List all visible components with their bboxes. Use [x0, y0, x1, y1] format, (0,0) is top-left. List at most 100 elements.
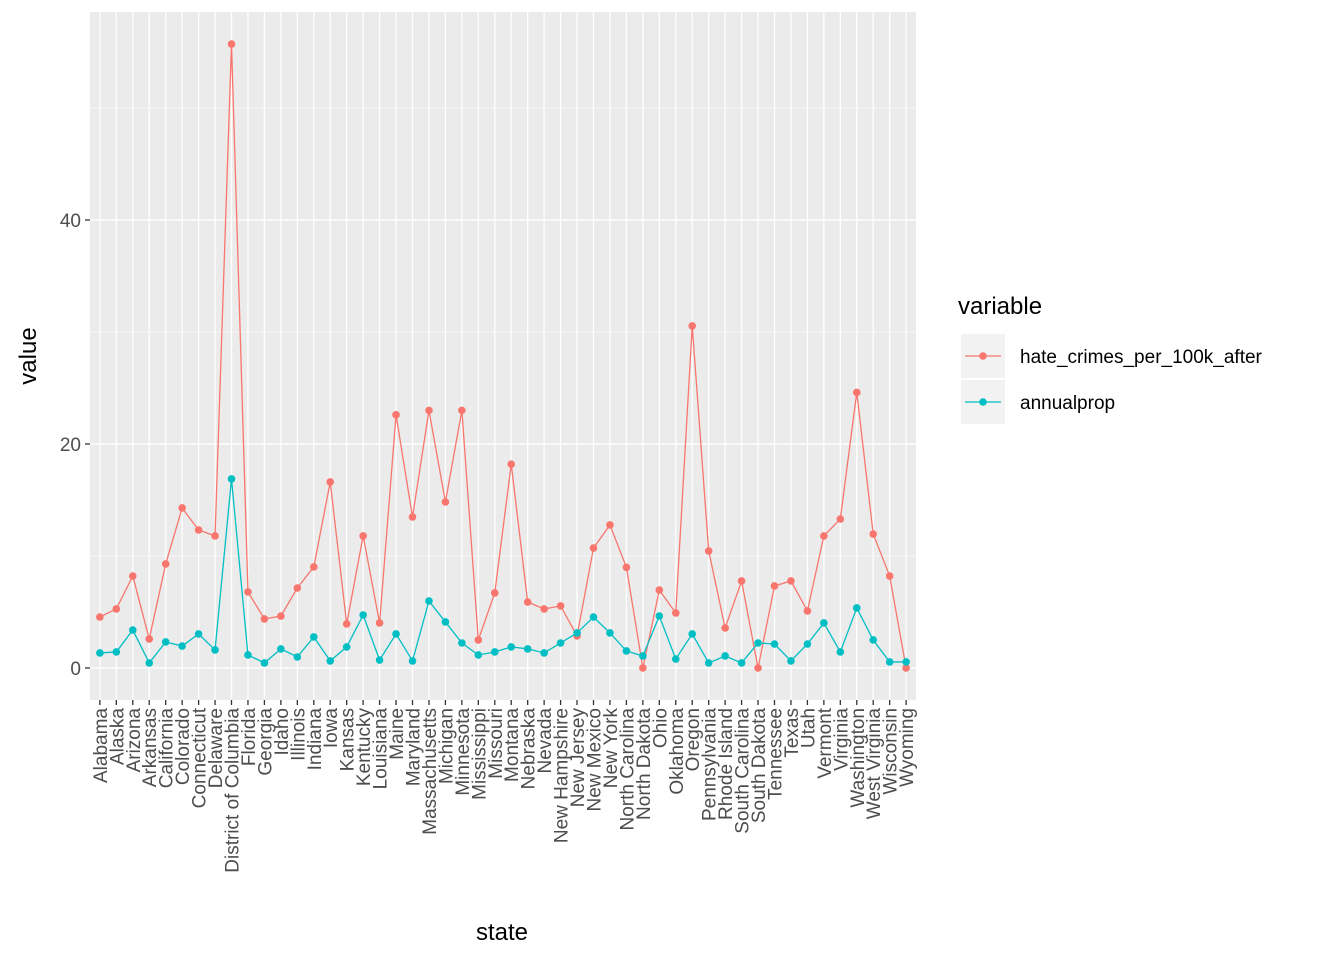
- point: [96, 649, 104, 657]
- point: [112, 605, 121, 613]
- x-tick-label: South Dakota: [749, 708, 770, 824]
- point: [606, 629, 614, 637]
- x-tick-label: Maryland: [404, 708, 425, 786]
- x-tick-label: Kansas: [338, 708, 359, 771]
- x-tick-label: Illinois: [288, 708, 309, 761]
- legend-point: [979, 398, 987, 406]
- point: [309, 563, 318, 571]
- point: [589, 544, 598, 552]
- x-tick-label: North Dakota: [634, 708, 655, 820]
- x-tick-label: Wyoming: [897, 708, 918, 787]
- legend-label: hate_crimes_per_100k_after: [1020, 347, 1263, 368]
- point: [556, 602, 565, 610]
- point: [820, 619, 828, 627]
- x-tick-label: Oklahoma: [667, 708, 688, 795]
- point: [655, 586, 664, 594]
- point: [737, 577, 746, 585]
- x-tick-label: New Jersey: [568, 708, 589, 808]
- point: [589, 613, 598, 621]
- x-tick-label: Wisconsin: [881, 708, 902, 795]
- point: [688, 630, 697, 638]
- x-tick-label: Mississippi: [469, 708, 490, 800]
- y-tick-label: 40: [60, 211, 81, 232]
- point: [754, 639, 762, 647]
- point: [145, 659, 154, 667]
- point: [770, 640, 779, 648]
- x-tick-label: Missouri: [486, 708, 507, 779]
- point: [885, 658, 894, 666]
- point: [885, 572, 894, 580]
- point: [96, 613, 104, 621]
- point: [408, 657, 417, 665]
- point: [869, 530, 878, 538]
- x-tick-label: Massachusetts: [420, 708, 441, 835]
- point: [523, 598, 532, 606]
- panel: [90, 12, 916, 700]
- x-tick-label: Utah: [798, 708, 819, 748]
- point: [490, 589, 499, 597]
- x-tick-label: Minnesota: [453, 708, 474, 796]
- x-tick-label: Georgia: [255, 708, 276, 776]
- point: [852, 604, 861, 612]
- point: [309, 633, 318, 641]
- point: [721, 652, 729, 660]
- point: [326, 478, 335, 486]
- x-tick-label: Maine: [387, 708, 408, 760]
- point: [425, 597, 433, 605]
- point: [227, 475, 236, 483]
- point: [803, 607, 812, 615]
- point: [342, 620, 351, 628]
- x-tick-label: District of Columbia: [223, 708, 244, 873]
- point: [441, 498, 450, 506]
- point: [556, 639, 565, 647]
- point: [507, 460, 516, 468]
- x-tick-label: Washington: [848, 708, 869, 808]
- x-tick-label: California: [157, 708, 178, 789]
- point: [869, 636, 878, 644]
- x-tick-label: Michigan: [436, 708, 457, 784]
- point: [408, 513, 417, 521]
- y-tick-label: 0: [70, 659, 81, 680]
- point: [836, 648, 845, 656]
- point: [606, 521, 614, 529]
- point: [194, 526, 203, 534]
- point: [787, 577, 795, 585]
- point: [277, 612, 285, 620]
- point: [194, 630, 203, 638]
- x-tick-label: South Carolina: [733, 708, 754, 834]
- point: [392, 411, 400, 419]
- x-tick-label: Colorado: [173, 708, 194, 785]
- point: [639, 664, 647, 672]
- x-tick-label: New Mexico: [584, 708, 605, 811]
- point: [359, 532, 367, 540]
- point: [754, 664, 762, 672]
- point: [540, 605, 548, 613]
- x-tick-label: Montana: [502, 708, 523, 782]
- point: [244, 588, 252, 596]
- point: [392, 630, 400, 638]
- point: [688, 322, 697, 330]
- point: [474, 651, 483, 659]
- x-axis-title: state: [476, 919, 528, 946]
- point: [277, 645, 285, 653]
- point: [178, 642, 186, 650]
- point: [852, 388, 861, 397]
- x-tick-label: Delaware: [206, 708, 227, 788]
- x-tick-label: Idaho: [272, 708, 293, 756]
- x-tick-label: New York: [601, 708, 622, 789]
- point: [359, 611, 367, 619]
- point: [704, 659, 713, 667]
- x-tick-label: Kentucky: [354, 708, 375, 787]
- x-tick-label: Texas: [782, 708, 803, 758]
- point: [836, 515, 845, 523]
- point: [458, 639, 466, 647]
- x-tick-label: Pennsylvania: [700, 708, 721, 821]
- x-tick-label: Nebraska: [519, 708, 540, 790]
- point: [803, 640, 812, 648]
- point: [573, 629, 581, 637]
- x-tick-label: Tennessee: [765, 708, 786, 800]
- point: [112, 648, 121, 656]
- point: [902, 664, 910, 672]
- point: [639, 652, 647, 660]
- point: [441, 618, 450, 626]
